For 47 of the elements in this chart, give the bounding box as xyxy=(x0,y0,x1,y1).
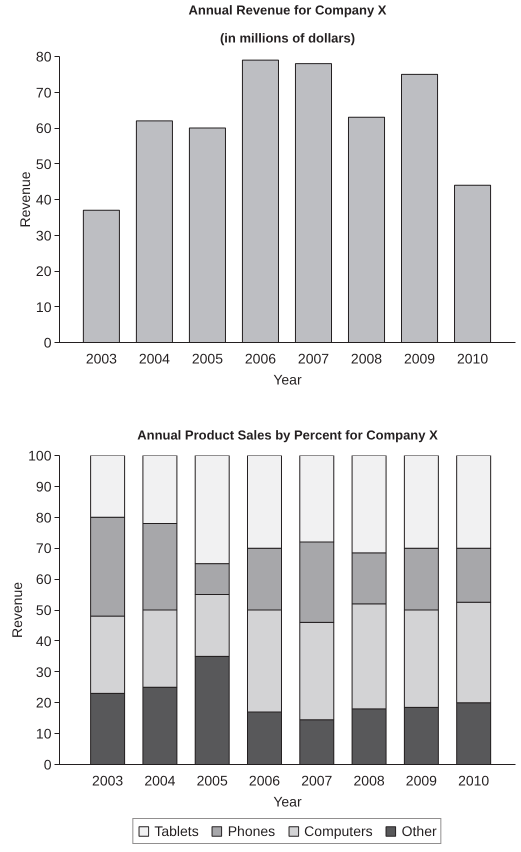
y-tick-label: 10 xyxy=(36,298,52,315)
y-tick-label: 60 xyxy=(36,571,52,588)
legend-label: Computers xyxy=(304,823,373,839)
y-tick-label: 80 xyxy=(36,48,52,64)
y-tick-label: 20 xyxy=(36,263,52,279)
y-tick-label: 100 xyxy=(28,448,52,464)
x-tick-label: 2008 xyxy=(350,350,382,366)
y-tick-label: 30 xyxy=(36,227,52,244)
y-tick-label: 30 xyxy=(36,664,52,680)
x-tick-label: 2003 xyxy=(86,350,118,366)
x-tick-label: 2007 xyxy=(301,772,333,788)
chart-subtitle: (in millions of dollars) xyxy=(220,30,356,46)
y-axis-title: Revenue xyxy=(9,582,26,638)
y-axis-title: Revenue xyxy=(16,171,33,228)
chart-title: Annual Revenue for Company X xyxy=(188,2,387,18)
x-tick-label: 2009 xyxy=(406,772,438,788)
y-tick-label: 50 xyxy=(36,156,52,172)
legend-label: Tablets xyxy=(154,823,199,839)
x-tick-label: 2004 xyxy=(138,350,170,366)
y-tick-label: 60 xyxy=(36,120,52,136)
y-tick-label: 40 xyxy=(36,632,52,649)
x-axis-title: Year xyxy=(273,372,302,388)
x-tick-label: 2008 xyxy=(354,772,385,788)
legend-label: Other xyxy=(402,823,437,839)
chart-title: Annual Product Sales by Percent for Company X xyxy=(137,428,438,442)
y-tick-label: 90 xyxy=(36,478,52,494)
x-tick-label: 2003 xyxy=(92,772,124,788)
x-tick-label: 2009 xyxy=(404,350,436,366)
x-tick-label: 2007 xyxy=(298,350,330,366)
x-tick-label: 2010 xyxy=(458,772,490,788)
y-tick-label: 40 xyxy=(36,192,52,208)
legend-label: Phones xyxy=(228,823,276,839)
y-tick-label: 0 xyxy=(44,756,52,772)
x-tick-label: 2004 xyxy=(144,772,176,788)
x-axis-title: Year xyxy=(273,794,302,810)
y-tick-label: 50 xyxy=(36,602,52,618)
x-tick-label: 2010 xyxy=(456,350,488,366)
x-tick-label: 2005 xyxy=(192,350,224,366)
x-tick-label: 2006 xyxy=(244,350,276,366)
y-tick-label: 70 xyxy=(36,84,52,100)
y-tick-label: 80 xyxy=(36,509,52,526)
y-tick-label: 10 xyxy=(36,726,52,742)
y-tick-label: 70 xyxy=(36,540,52,556)
y-tick-label: 0 xyxy=(44,334,52,350)
y-tick-label: 20 xyxy=(36,694,52,711)
x-tick-label: 2006 xyxy=(248,772,280,788)
x-tick-label: 2005 xyxy=(196,772,228,788)
